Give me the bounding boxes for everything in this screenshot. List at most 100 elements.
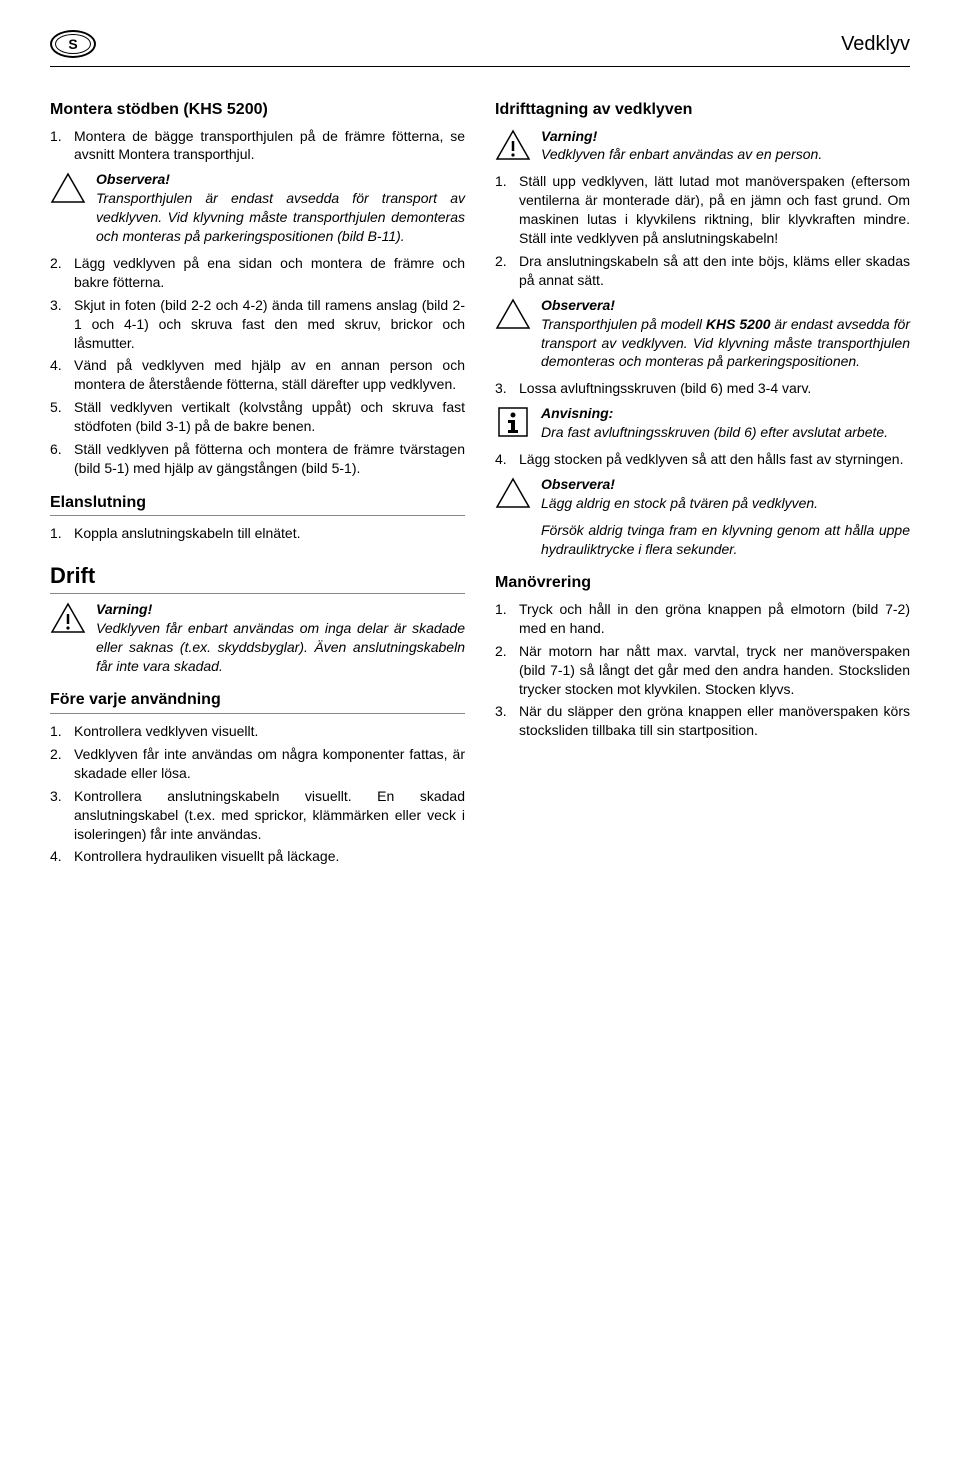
- list-number: 2.: [495, 642, 519, 699]
- list-item: 3.Lossa avluftningsskruven (bild 6) med …: [495, 379, 910, 398]
- list-item: 3.Skjut in foten (bild 2-2 och 4-2) ända…: [50, 296, 465, 353]
- list-item: 6.Ställ vedklyven på fötterna och monter…: [50, 440, 465, 478]
- list-text: Koppla anslutningskabeln till elnätet.: [74, 524, 465, 543]
- list-idrift-3: 3.Lossa avluftningsskruven (bild 6) med …: [495, 379, 910, 398]
- page-header: S Vedklyv: [50, 30, 910, 58]
- heading-elanslutning: Elanslutning: [50, 492, 465, 517]
- list-text: Tryck och håll in den gröna knappen på e…: [519, 600, 910, 638]
- note-text-pre: Transporthjulen på modell: [541, 316, 706, 332]
- list-number: 2.: [495, 252, 519, 290]
- language-badge: S: [50, 30, 96, 58]
- warning-exclaim-icon: [50, 600, 86, 634]
- note-text: Lägg aldrig en stock på tvären på vedkly…: [541, 495, 818, 511]
- list-number: 3.: [50, 787, 74, 844]
- list-item: 4.Kontrollera hydrauliken visuellt på lä…: [50, 847, 465, 866]
- list-number: 2.: [50, 745, 74, 783]
- heading-manovrering: Manövrering: [495, 572, 910, 594]
- list-item: 1.Koppla anslutningskabeln till elnätet.: [50, 524, 465, 543]
- document-title: Vedklyv: [841, 31, 910, 58]
- note-text: Dra fast avluftningsskruven (bild 6) eft…: [541, 424, 888, 440]
- note-text: Vedklyven får enbart användas om inga de…: [96, 620, 465, 674]
- list-item: 1.Kontrollera vedklyven visuellt.: [50, 722, 465, 741]
- list-text: Lägg vedklyven på ena sidan och montera …: [74, 254, 465, 292]
- list-number: 3.: [495, 379, 519, 398]
- note-body: Observera! Lägg aldrig en stock på tväre…: [541, 475, 910, 559]
- note-heading: Varning!: [541, 127, 910, 146]
- note-text-2: Försök aldrig tvinga fram en klyvning ge…: [541, 521, 910, 559]
- list-number: 3.: [495, 702, 519, 740]
- list-item: 4.Lägg stocken på vedklyven så att den h…: [495, 450, 910, 469]
- language-letter: S: [55, 34, 91, 54]
- info-icon: [495, 404, 531, 438]
- list-idrift: 1.Ställ upp vedklyven, lätt lutad mot ma…: [495, 172, 910, 289]
- list-text: Lägg stocken på vedklyven så att den hål…: [519, 450, 910, 469]
- warning-triangle-icon: [495, 475, 531, 509]
- note-body: Observera! Transporthjulen är endast avs…: [96, 170, 465, 246]
- list-number: 1.: [50, 722, 74, 741]
- content-columns: Montera stödben (KHS 5200) 1. Montera de…: [50, 85, 910, 872]
- warning-exclaim-icon: [495, 127, 531, 161]
- list-text: När motorn har nått max. varvtal, tryck …: [519, 642, 910, 699]
- note-body: Observera! Transporthjulen på modell KHS…: [541, 296, 910, 372]
- list-text: Skjut in foten (bild 2-2 och 4-2) ända t…: [74, 296, 465, 353]
- list-number: 4.: [50, 356, 74, 394]
- note-body: Varning! Vedklyven får enbart användas a…: [541, 127, 910, 165]
- list-text: Kontrollera hydrauliken visuellt på läck…: [74, 847, 465, 866]
- list-number: 6.: [50, 440, 74, 478]
- list-elanslutning: 1.Koppla anslutningskabeln till elnätet.: [50, 524, 465, 543]
- list-number: 4.: [50, 847, 74, 866]
- list-text: Kontrollera vedklyven visuellt.: [74, 722, 465, 741]
- list-number: 4.: [495, 450, 519, 469]
- list-number: 1.: [495, 600, 519, 638]
- list-text: Lossa avluftningsskruven (bild 6) med 3-…: [519, 379, 910, 398]
- anvisning-block: Anvisning: Dra fast avluftningsskruven (…: [495, 404, 910, 442]
- note-text: Transporthjulen är endast avsedda för tr…: [96, 190, 465, 244]
- list-number: 2.: [50, 254, 74, 292]
- warning-triangle-icon: [50, 170, 86, 204]
- observera-block: Observera! Transporthjulen på modell KHS…: [495, 296, 910, 372]
- list-item: 5.Ställ vedklyven vertikalt (kolvstång u…: [50, 398, 465, 436]
- list-montera-cont: 2.Lägg vedklyven på ena sidan och monter…: [50, 254, 465, 478]
- heading-montera-stodben: Montera stödben (KHS 5200): [50, 99, 465, 121]
- list-number: 1.: [495, 172, 519, 248]
- note-heading: Anvisning:: [541, 404, 910, 423]
- list-text: Ställ upp vedklyven, lätt lutad mot manö…: [519, 172, 910, 248]
- list-manovrering: 1.Tryck och håll in den gröna knappen på…: [495, 600, 910, 740]
- note-body: Varning! Vedklyven får enbart användas o…: [96, 600, 465, 676]
- note-text-bold: KHS 5200: [706, 316, 771, 332]
- warning-triangle-icon: [495, 296, 531, 330]
- varning-block: Varning! Vedklyven får enbart användas a…: [495, 127, 910, 165]
- header-rule: [50, 66, 910, 67]
- left-column: Montera stödben (KHS 5200) 1. Montera de…: [50, 85, 465, 872]
- list-item: 1.Ställ upp vedklyven, lätt lutad mot ma…: [495, 172, 910, 248]
- list-text: Vänd på vedklyven med hjälp av en annan …: [74, 356, 465, 394]
- list-item: 2.När motorn har nått max. varvtal, tryc…: [495, 642, 910, 699]
- list-number: 3.: [50, 296, 74, 353]
- heading-idrifttagning: Idrifttagning av vedklyven: [495, 99, 910, 121]
- list-montera: 1. Montera de bägge transporthjulen på d…: [50, 127, 465, 165]
- note-text: Vedklyven får enbart användas av en pers…: [541, 146, 822, 162]
- list-item: 3.När du släpper den gröna knappen eller…: [495, 702, 910, 740]
- note-heading: Observera!: [541, 296, 910, 315]
- list-item: 3.Kontrollera anslutningskabeln visuellt…: [50, 787, 465, 844]
- list-text: Vedklyven får inte användas om några kom…: [74, 745, 465, 783]
- heading-drift: Drift: [50, 561, 465, 594]
- note-heading: Varning!: [96, 600, 465, 619]
- right-column: Idrifttagning av vedklyven Varning! Vedk…: [495, 85, 910, 872]
- list-text: När du släpper den gröna knappen eller m…: [519, 702, 910, 740]
- list-number: 1.: [50, 524, 74, 543]
- observera-block-2: Observera! Lägg aldrig en stock på tväre…: [495, 475, 910, 559]
- list-text: Ställ vedklyven på fötterna och montera …: [74, 440, 465, 478]
- list-item: 2.Lägg vedklyven på ena sidan och monter…: [50, 254, 465, 292]
- list-item: 1. Montera de bägge transporthjulen på d…: [50, 127, 465, 165]
- list-number: 5.: [50, 398, 74, 436]
- observera-block: Observera! Transporthjulen är endast avs…: [50, 170, 465, 246]
- list-item: 4.Vänd på vedklyven med hjälp av en anna…: [50, 356, 465, 394]
- list-number: 1.: [50, 127, 74, 165]
- list-item: 2.Dra anslutningskabeln så att den inte …: [495, 252, 910, 290]
- note-body: Anvisning: Dra fast avluftningsskruven (…: [541, 404, 910, 442]
- heading-fore-varje: Före varje användning: [50, 689, 465, 714]
- list-item: 2.Vedklyven får inte användas om några k…: [50, 745, 465, 783]
- list-text: Dra anslutningskabeln så att den inte bö…: [519, 252, 910, 290]
- note-heading: Observera!: [96, 170, 465, 189]
